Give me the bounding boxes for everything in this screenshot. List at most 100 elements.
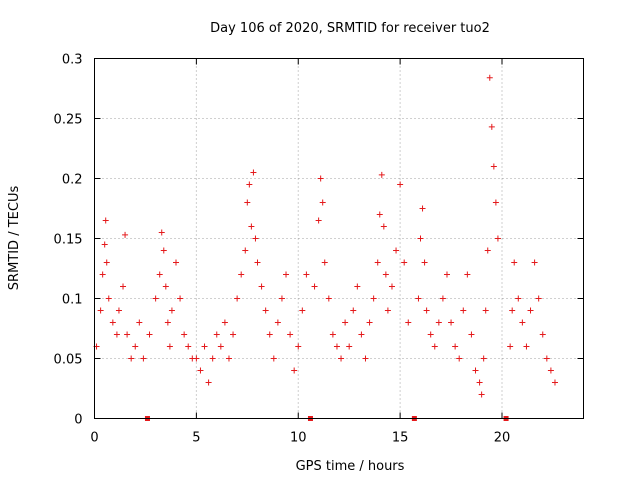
data-point	[209, 355, 216, 362]
data-point	[278, 295, 285, 302]
data-point	[321, 259, 328, 266]
data-point	[248, 223, 255, 230]
data-point	[101, 241, 108, 248]
data-point	[329, 331, 336, 338]
data-point	[295, 343, 302, 350]
data-point	[244, 199, 251, 206]
y-tick-label: 0.2	[62, 173, 83, 188]
data-point	[431, 343, 438, 350]
data-point	[132, 343, 139, 350]
data-point	[270, 355, 277, 362]
data-point	[468, 331, 475, 338]
data-point	[303, 271, 310, 278]
data-point	[315, 217, 322, 224]
x-tick-label: 10	[290, 431, 307, 446]
x-tick-label: 5	[192, 431, 200, 446]
data-point	[362, 355, 369, 362]
data-point	[490, 163, 497, 170]
data-point	[484, 247, 491, 254]
data-point	[266, 331, 273, 338]
x-axis-label: GPS time / hours	[296, 459, 405, 474]
data-point	[486, 74, 493, 81]
data-point	[338, 355, 345, 362]
data-point	[250, 169, 257, 176]
data-point	[435, 319, 442, 326]
data-point	[152, 295, 159, 302]
data-point	[283, 271, 290, 278]
data-point	[221, 319, 228, 326]
y-tick-label: 0.15	[54, 233, 83, 248]
data-point	[120, 283, 127, 290]
data-point	[464, 271, 471, 278]
data-point	[539, 331, 546, 338]
data-point	[384, 307, 391, 314]
data-point	[168, 307, 175, 314]
data-point	[258, 283, 265, 290]
x-tick-label: 0	[90, 431, 98, 446]
data-point	[417, 235, 424, 242]
data-point	[103, 259, 110, 266]
data-point	[456, 355, 463, 362]
data-point	[527, 307, 534, 314]
data-point	[543, 355, 550, 362]
data-point	[115, 307, 122, 314]
data-point	[388, 283, 395, 290]
data-point	[246, 181, 253, 188]
data-point	[146, 331, 153, 338]
data-point	[262, 307, 269, 314]
data-point	[511, 259, 518, 266]
data-point	[325, 295, 332, 302]
data-point	[158, 229, 165, 236]
data-point	[217, 343, 224, 350]
data-point	[547, 367, 554, 374]
data-point	[124, 331, 131, 338]
data-point	[366, 319, 373, 326]
data-point	[201, 343, 208, 350]
data-point	[482, 307, 489, 314]
data-point	[476, 379, 483, 386]
data-point	[443, 271, 450, 278]
data-point	[193, 355, 200, 362]
data-point	[415, 295, 422, 302]
data-point	[448, 319, 455, 326]
data-point	[423, 307, 430, 314]
data-point	[378, 171, 385, 178]
data-point	[515, 295, 522, 302]
data-point	[354, 283, 361, 290]
data-point	[419, 205, 426, 212]
data-point	[102, 217, 109, 224]
data-point	[494, 235, 501, 242]
data-point	[370, 295, 377, 302]
data-point	[156, 271, 163, 278]
data-point	[317, 175, 324, 182]
data-point	[358, 331, 365, 338]
y-axis: 0 0.05 0.1 0.15 0.2 0.25 0.3	[54, 53, 584, 428]
data-point	[380, 223, 387, 230]
data-point	[492, 199, 499, 206]
data-point	[205, 379, 212, 386]
data-point	[197, 367, 204, 374]
data-point	[427, 331, 434, 338]
data-point	[242, 247, 249, 254]
data-point	[519, 319, 526, 326]
y-tick-label: 0.1	[62, 293, 83, 308]
data-point	[160, 247, 167, 254]
data-point	[99, 271, 106, 278]
data-point	[234, 295, 241, 302]
data-point	[535, 295, 542, 302]
x-axis: 0 5 10 15 20	[90, 58, 510, 446]
data-point	[393, 247, 400, 254]
data-point	[238, 271, 245, 278]
data-point	[346, 343, 353, 350]
data-point	[97, 307, 104, 314]
y-tick-label: 0	[74, 413, 82, 428]
y-tick-label: 0.05	[54, 353, 83, 368]
data-point	[333, 343, 340, 350]
data-point	[460, 307, 467, 314]
data-point	[319, 199, 326, 206]
data-point	[166, 343, 173, 350]
data-point	[128, 355, 135, 362]
data-point	[299, 307, 306, 314]
data-point	[291, 367, 298, 374]
